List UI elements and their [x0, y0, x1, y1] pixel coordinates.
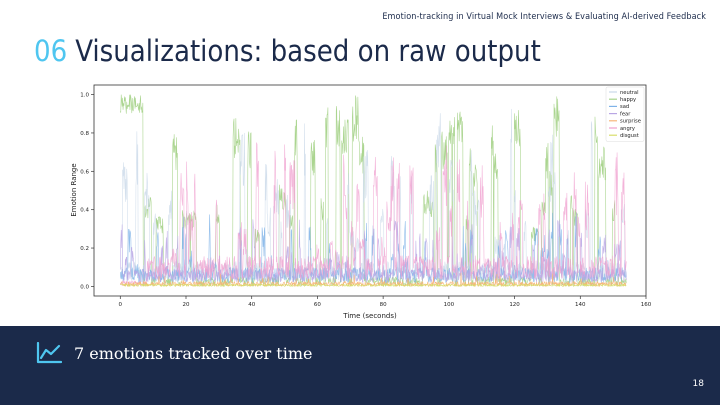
x-tick-label: 140 — [575, 302, 586, 308]
y-tick-label: 0.6 — [80, 169, 89, 175]
series-line-disgust — [120, 283, 627, 287]
x-tick-label: 40 — [248, 302, 255, 308]
x-tick-label: 80 — [380, 302, 387, 308]
trend-line-icon — [36, 342, 62, 364]
y-tick-label: 0.2 — [80, 246, 89, 252]
x-axis-label: Time (seconds) — [342, 312, 397, 320]
x-tick-label: 20 — [183, 302, 190, 308]
legend-label-neutral: neutral — [620, 90, 639, 96]
y-tick-label: 0.4 — [80, 208, 89, 214]
page-number: 18 — [692, 379, 704, 389]
bottom-band — [0, 326, 720, 405]
legend-label-sad: sad — [620, 104, 629, 110]
chart-figure: 0 20 40 60 80 100 120 140 160 0.0 0.2 0.4 0.6 0.8 1.0 … — [64, 82, 656, 322]
series-line-fear — [119, 219, 627, 283]
x-tick-label: 120 — [509, 302, 520, 308]
y-axis-label: Emotion Range — [70, 163, 78, 216]
legend-label-fear: fear — [620, 111, 631, 117]
series-line-angry — [119, 142, 627, 287]
legend-label-happy: happy — [620, 97, 636, 103]
emotion-line-chart: 0 20 40 60 80 100 120 140 1600.00.20.40.60.81.0 … — [64, 82, 656, 322]
axes-layer: 0 20 40 60 80 100 120 140 160 0.0 0.2 0.4 0.6 0.8 1.0 — [80, 93, 651, 308]
y-tick-label: 1.0 — [80, 93, 89, 99]
y-tick-label: 0.0 — [80, 284, 89, 290]
x-tick-label: 60 — [314, 302, 321, 308]
caption: 7 emotions tracked over time — [74, 344, 313, 363]
header-note: Emotion-tracking in Virtual Mock Intervi… — [382, 12, 706, 22]
x-tick-label: 160 — [641, 302, 652, 308]
y-tick-label: 0.8 — [80, 131, 89, 137]
x-tick-label: 100 — [444, 302, 455, 308]
section-number: 06 — [34, 34, 68, 68]
x-tick-label: 0 — [119, 302, 123, 308]
legend-label-disgust: disgust — [620, 133, 639, 139]
legend-label-angry: angry — [620, 126, 635, 132]
legend-label-surprise: surprise — [620, 119, 641, 125]
plot-frame — [93, 84, 647, 297]
series-layer — [119, 94, 627, 287]
slide-title: 06 Visualizations: based on raw output — [34, 34, 541, 68]
title-text: Visualizations: based on raw output — [75, 34, 541, 68]
